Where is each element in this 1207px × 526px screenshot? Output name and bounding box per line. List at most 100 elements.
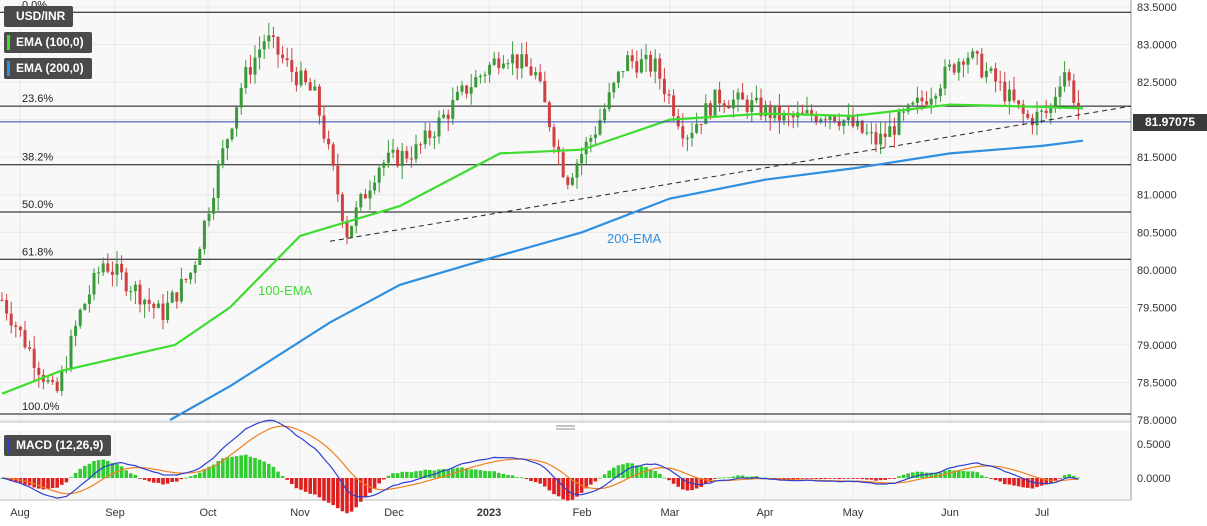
candle-body	[276, 37, 280, 55]
macd-hist-bar	[372, 478, 377, 489]
candle-body	[639, 59, 643, 73]
candle-body	[207, 213, 211, 221]
macd-hist-bar	[248, 456, 253, 478]
candle-body	[975, 51, 979, 54]
candle-body	[290, 60, 294, 72]
y-tick-label: 83.0000	[1137, 40, 1177, 52]
macd-hist-bar	[478, 470, 483, 478]
macd-hist-bar	[934, 472, 938, 478]
macd-hist-bar	[239, 455, 243, 478]
macd-hist-bar	[280, 476, 285, 478]
macd-hist-bar	[989, 478, 993, 479]
candle-body	[520, 54, 524, 69]
candle-body	[662, 78, 666, 95]
fib-label: 0.0%	[22, 0, 47, 11]
y-tick-label: 82.5000	[1137, 77, 1177, 89]
candle-body	[989, 68, 993, 72]
macd-hist-bar	[179, 478, 184, 480]
candle-body	[1072, 80, 1076, 103]
macd-hist-bar	[161, 478, 165, 485]
candle-body	[1044, 110, 1048, 114]
candle-body	[676, 116, 680, 127]
candle-body	[74, 325, 78, 336]
candle-body	[317, 86, 321, 116]
macd-hist-bar	[957, 470, 961, 478]
candle-body	[699, 124, 703, 126]
candle-body	[589, 138, 593, 142]
candle-body	[883, 133, 887, 137]
candle-body	[281, 54, 285, 59]
candle-body	[511, 54, 515, 64]
macd-hist-bar	[915, 471, 920, 478]
candle-body	[911, 102, 915, 105]
y-tick-label: 78.0000	[1137, 415, 1177, 427]
candle-body	[892, 126, 896, 135]
macd-hist-bar	[1076, 477, 1081, 479]
y-tick-label: 80.5000	[1137, 227, 1177, 239]
macd-hist-bar	[874, 478, 878, 481]
macd-hist-bar	[846, 478, 851, 479]
candle-body	[244, 67, 248, 89]
candle-body	[501, 63, 505, 69]
macd-hist-bar	[809, 478, 814, 479]
candle-body	[87, 294, 91, 304]
macd-hist-bar	[32, 478, 36, 488]
macd-hist-bar	[110, 462, 115, 478]
macd-hist-bar	[326, 478, 331, 503]
candle-body	[442, 114, 446, 118]
macd-hist-bar	[437, 469, 441, 478]
candle-body	[368, 190, 372, 199]
symbol-badge[interactable]: USD/INR	[4, 6, 74, 27]
macd-hist-bar	[676, 478, 680, 487]
candle-body	[488, 64, 492, 75]
macd-hist-bar	[202, 469, 207, 478]
macd-hist-bar	[860, 478, 864, 480]
ema100-badge[interactable]: EMA (100,0)	[4, 32, 92, 53]
macd-hist-bar	[60, 478, 64, 485]
macd-hist-bar	[1067, 474, 1071, 478]
candle-body	[308, 82, 312, 91]
macd-hist-bar	[612, 467, 616, 478]
macd-hist-bar	[216, 461, 220, 478]
candle-body	[143, 299, 147, 305]
candle-body	[961, 61, 965, 65]
macd-hist-bar	[750, 476, 754, 478]
candle-body	[258, 49, 262, 58]
ema200-badge[interactable]: EMA (200,0)	[4, 58, 92, 79]
candle-body	[377, 167, 381, 183]
candle-body	[55, 381, 59, 392]
candle-body	[446, 114, 450, 119]
macd-hist-bar	[869, 478, 874, 480]
macd-badge[interactable]: MACD (12,26,9)	[4, 435, 112, 456]
macd-hist-bar	[791, 478, 795, 480]
macd-hist-bar	[515, 477, 519, 479]
candle-body	[336, 165, 340, 195]
ema100-swatch	[7, 35, 10, 50]
fib-label: 61.8%	[22, 246, 53, 258]
macd-hist-bar	[253, 457, 257, 478]
macd-hist-bar	[405, 471, 409, 478]
x-tick-label: Jun	[941, 507, 959, 519]
macd-hist-bar	[234, 456, 239, 478]
x-tick-label: Oct	[199, 507, 216, 519]
candle-body	[248, 67, 252, 75]
candle-body	[9, 313, 13, 326]
macd-hist-bar	[593, 478, 598, 482]
candle-body	[451, 100, 455, 119]
macd-hist-bar	[584, 478, 588, 489]
candle-body	[14, 325, 18, 327]
x-tick-label: Apr	[756, 507, 773, 519]
macd-hist-bar	[46, 478, 50, 489]
macd-hist-bar	[980, 475, 984, 478]
candle-body	[929, 98, 933, 105]
macd-tick-label: 0.5000	[1137, 439, 1171, 451]
candle-body	[1017, 100, 1021, 105]
candle-body	[566, 177, 570, 185]
candle-body	[897, 111, 901, 135]
macd-hist-bar	[267, 463, 271, 478]
macd-hist-bar	[630, 463, 634, 478]
candle-body	[547, 102, 551, 128]
candle-body	[354, 207, 358, 226]
candle-body	[1049, 105, 1053, 114]
